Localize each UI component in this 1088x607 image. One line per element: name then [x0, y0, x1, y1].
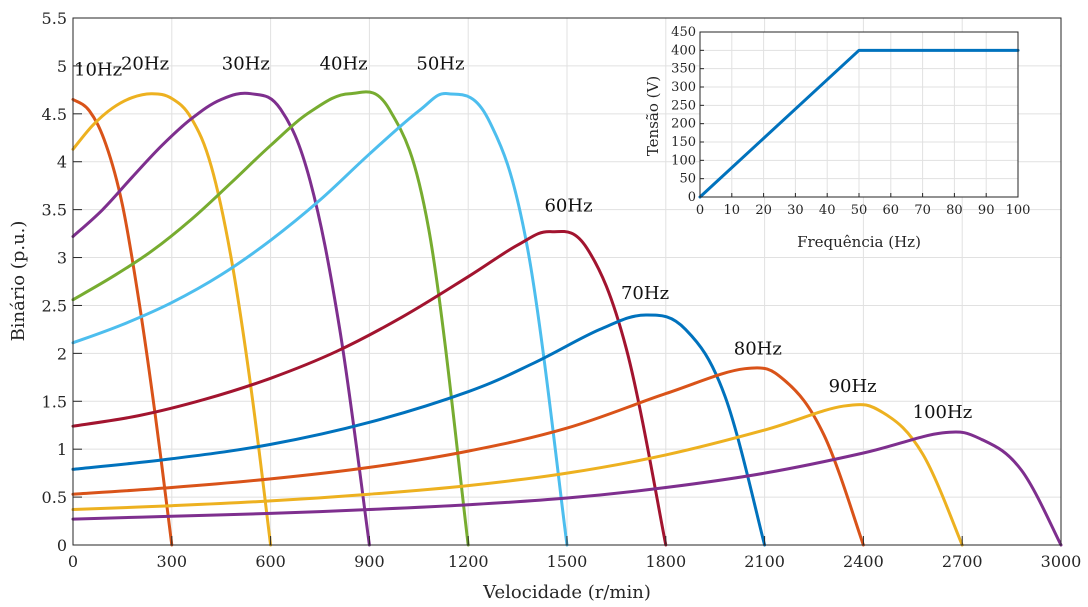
- curve-label-3: 40Hz: [320, 54, 368, 75]
- main-x-tick-label: 1200: [448, 552, 489, 571]
- inset-x-tick-label: 100: [1006, 203, 1031, 218]
- main-y-tick-label: 2: [57, 344, 67, 363]
- main-x-axis-label: Velocidade (r/min): [482, 582, 651, 603]
- main-series-line-3: [71, 90, 470, 547]
- inset-x-tick-label: 30: [787, 203, 804, 218]
- main-series-line-4: [71, 92, 569, 547]
- main-series-line-5: [71, 229, 668, 547]
- main-series-line-2: [71, 91, 371, 547]
- inset-y-tick-label: 350: [671, 62, 696, 77]
- inset-x-tick-label: 50: [851, 203, 868, 218]
- inset-y-tick-label: 200: [671, 117, 696, 132]
- main-y-tick-label: 2.5: [42, 296, 67, 315]
- main-x-tick-label: 1500: [547, 552, 588, 571]
- main-y-tick-label: 3: [57, 249, 67, 268]
- curve-label-0: 10Hz: [74, 59, 122, 80]
- inset-x-tick-label: 90: [978, 203, 995, 218]
- main-y-tick-label: 3.5: [42, 201, 67, 220]
- inset-x-tick-label: 0: [696, 203, 704, 218]
- curve-label-8: 90Hz: [829, 376, 877, 397]
- curve-label-1: 20Hz: [121, 54, 169, 75]
- inset-x-tick-label: 20: [755, 203, 772, 218]
- main-x-tick-label: 3000: [1041, 552, 1082, 571]
- inset-x-tick-label: 10: [724, 203, 741, 218]
- inset-y-axis-label: Tensão (V): [644, 76, 662, 156]
- main-x-tick-label: 2100: [744, 552, 785, 571]
- main-series-line-7: [71, 366, 865, 547]
- main-x-tick-label: 300: [157, 552, 188, 571]
- main-series-line-1: [71, 92, 273, 547]
- inset-x-tick-label: 40: [819, 203, 836, 218]
- inset-y-tick-label: 0: [688, 190, 696, 205]
- main-x-tick-label: 1800: [645, 552, 686, 571]
- main-y-tick-label: 4.5: [42, 105, 67, 124]
- curve-label-7: 80Hz: [734, 339, 782, 360]
- inset-y-tick-label: 400: [671, 43, 696, 58]
- main-y-tick-label: 0: [57, 536, 67, 555]
- main-x-tick-label: 2700: [942, 552, 983, 571]
- inset-x-tick-label: 70: [914, 203, 931, 218]
- main-y-tick-label: 1.5: [42, 392, 67, 411]
- main-x-tick-label: 2400: [843, 552, 884, 571]
- main-series-line-6: [71, 313, 767, 547]
- inset-plot-series: [698, 48, 1020, 199]
- main-series-line-9: [71, 430, 1063, 547]
- inset-x-axis-label: Frequência (Hz): [797, 233, 921, 251]
- main-x-tick-label: 0: [68, 552, 78, 571]
- main-y-tick-label: 1: [57, 440, 67, 459]
- inset-x-tick-label: 80: [946, 203, 963, 218]
- inset-y-tick-label: 250: [671, 98, 696, 113]
- main-x-tick-label: 900: [354, 552, 385, 571]
- curve-label-9: 100Hz: [913, 402, 973, 423]
- inset-tick-labels: 0 10 20 30 40 50 60 70 80 90 100 0 50 100 150 200 250 300…: [671, 25, 1030, 218]
- main-y-axis-label: Binário (p.u.): [8, 221, 29, 342]
- main-y-tick-label: 4: [57, 153, 67, 172]
- inset-series-line-0: [698, 48, 1020, 199]
- main-y-tick-label: 5.5: [42, 9, 67, 28]
- main-y-tick-label: 5: [57, 57, 67, 76]
- inset-voltage-frequency-chart: 0 10 20 30 40 50 60 70 80 90 100 0 50 100 150 200 250 300…: [644, 25, 1030, 251]
- curve-label-6: 70Hz: [621, 283, 669, 304]
- main-series-line-0: [71, 97, 174, 547]
- inset-y-tick-label: 450: [671, 25, 696, 40]
- main-plot-series: [71, 90, 1063, 547]
- curve-label-2: 30Hz: [222, 54, 270, 75]
- curve-label-4: 50Hz: [416, 54, 464, 75]
- main-tick-labels: 0 300 600 900 1200 1500 1800 2100 2400 2700 300000…: [42, 9, 1082, 571]
- inset-y-tick-label: 300: [671, 80, 696, 95]
- inset-x-tick-label: 60: [883, 203, 900, 218]
- main-y-tick-label: 0.5: [42, 488, 67, 507]
- main-x-tick-label: 600: [255, 552, 286, 571]
- inset-y-tick-label: 50: [679, 172, 696, 187]
- inset-y-tick-label: 100: [671, 153, 696, 168]
- main-series-line-8: [71, 403, 964, 547]
- curve-label-5: 60Hz: [544, 196, 592, 217]
- inset-y-tick-label: 150: [671, 135, 696, 150]
